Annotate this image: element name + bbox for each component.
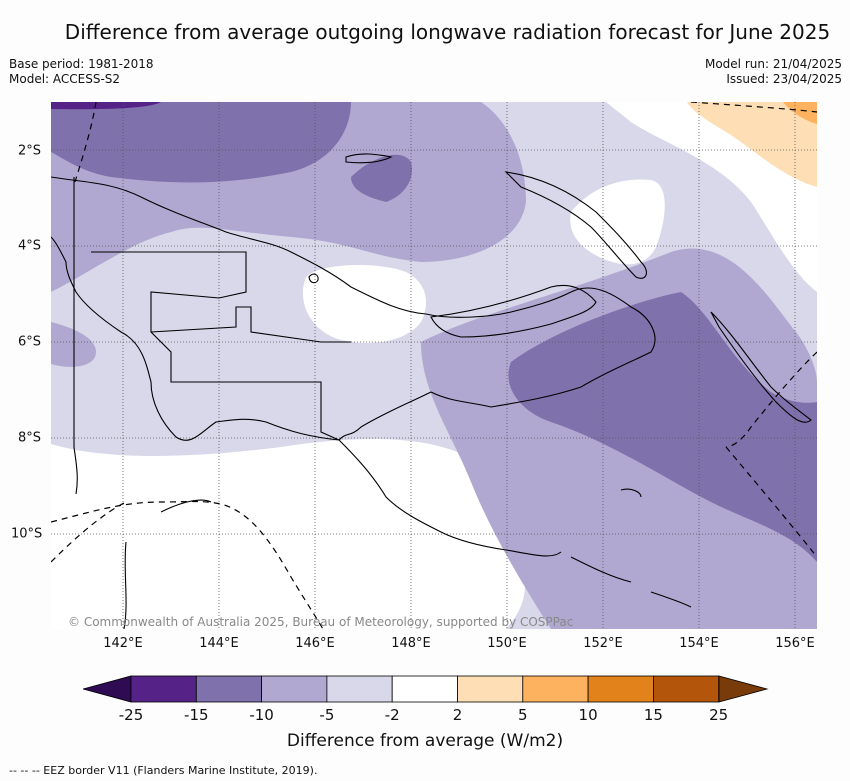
base-period: Base period: 1981-2018	[9, 57, 154, 71]
colorbar-cell	[391, 675, 458, 703]
colorbar-cell	[326, 675, 393, 703]
bougainville	[710, 311, 812, 423]
eez-footnote: -- -- -- EEZ border V11 (Flanders Marine…	[9, 764, 318, 777]
colorbar-label: -2	[384, 706, 400, 724]
colorbar-label: 10	[578, 706, 598, 724]
colorbar-label: -15	[184, 706, 209, 724]
colorbar-label: -10	[249, 706, 274, 724]
colorbar-cell	[587, 675, 654, 703]
colorbar-label: 5	[518, 706, 528, 724]
lake-island	[308, 273, 319, 284]
colorbar-cells	[130, 675, 720, 703]
meta-left: Base period: 1981-2018 Model: ACCESS-S2	[9, 57, 154, 87]
islands-south	[570, 488, 692, 608]
y-tick-4s: 4°S	[18, 238, 42, 254]
copyright-text: © Commonwealth of Australia 2025, Bureau…	[68, 615, 574, 629]
colorbar-cell	[130, 675, 197, 703]
colorbar-cell	[457, 675, 524, 703]
colorbar-cell	[261, 675, 328, 703]
x-tick-142: 142°E	[103, 636, 143, 651]
colorbar-label: 15	[643, 706, 663, 724]
anomaly-orange-strong	[783, 102, 817, 124]
model-name: Model: ACCESS-S2	[9, 72, 121, 86]
anomaly-darkpurple-nw	[51, 102, 351, 183]
map-panel	[51, 102, 817, 629]
y-tick-8s: 8°S	[18, 430, 42, 446]
x-tick-148: 148°E	[391, 636, 431, 651]
chart-title: Difference from average outgoing longwav…	[64, 20, 831, 44]
new-britain	[430, 284, 597, 338]
cape-york	[123, 499, 212, 629]
colorbar-title: Difference from average (W/m2)	[286, 731, 564, 751]
x-tick-152: 152°E	[583, 636, 623, 651]
x-tick-154: 154°E	[679, 636, 719, 651]
eez-borders	[51, 102, 817, 629]
anomaly-darkpurple-island	[351, 154, 412, 202]
anomaly-deepest-purple	[51, 102, 161, 110]
colorbar-label: 25	[709, 706, 729, 724]
x-tick-150: 150°E	[487, 636, 527, 651]
y-tick-10s: 10°S	[11, 526, 43, 542]
colorbar-extend-high	[718, 675, 769, 703]
y-tick-6s: 6°S	[18, 334, 42, 350]
colorbar-label: -5	[319, 706, 335, 724]
new-guinea-coast	[51, 176, 656, 557]
colorbar-label: -25	[118, 706, 144, 724]
manus	[345, 153, 393, 164]
meta-right: Model run: 21/04/2025 Issued: 23/04/2025	[705, 57, 842, 87]
anomaly-orange-corner	[687, 102, 817, 187]
anomaly-white-central	[302, 265, 426, 343]
y-tick-2s: 2°S	[18, 143, 42, 159]
colorbar-cell	[522, 675, 589, 703]
x-tick-146: 146°E	[295, 636, 335, 651]
issued-date: Issued: 23/04/2025	[726, 72, 842, 86]
model-run: Model run: 21/04/2025	[704, 57, 842, 71]
border-line	[73, 177, 78, 495]
colorbar-cell	[653, 675, 720, 703]
colorbar-label: 2	[452, 706, 463, 724]
anomaly-white-ne	[570, 179, 665, 265]
anomaly-darkpurple-east	[508, 292, 817, 562]
x-tick-156: 156°E	[775, 636, 815, 651]
province-lines	[91, 251, 351, 441]
coastlines	[51, 153, 812, 629]
new-ireland	[504, 171, 647, 279]
x-tick-144: 144°E	[199, 636, 239, 651]
colorbar-extend-low	[83, 675, 132, 703]
colorbar-cell	[195, 675, 263, 703]
colorbar	[83, 675, 769, 703]
